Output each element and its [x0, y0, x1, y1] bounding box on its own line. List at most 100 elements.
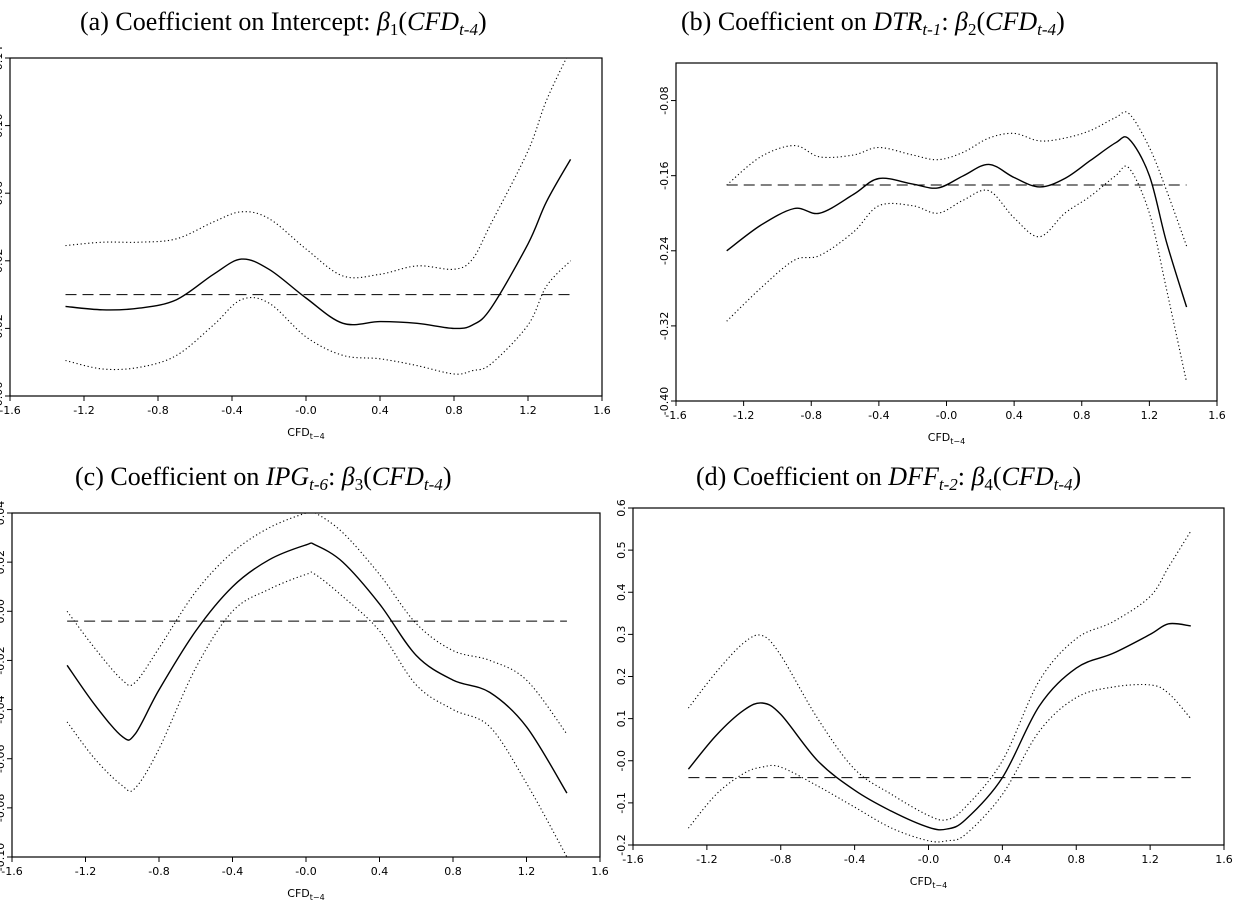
panel-a-plot: -1.6 -1.2 -0.8 -0.4 -0.0 0.4 0.8 1.2 1.6 -0.06 -0.…	[0, 46, 611, 441]
panel-b-x-axis-label-main: CFD	[928, 431, 950, 444]
panel-d-lower-band	[687, 683, 1192, 843]
panel-d-x-axis-label: CFDt−4	[910, 875, 947, 890]
panel-a-xtick-label: -0.8	[147, 404, 168, 417]
panel-c-title: (c) Coefficient on IPGt-6: β3(CFDt-4)	[75, 462, 452, 494]
panel-a-xtick-label: 1.6	[593, 404, 611, 417]
panel-a-xtick-label: -0.0	[295, 404, 316, 417]
panel-d-ytick-label: 0.3	[615, 626, 628, 644]
panel-c-plot: -1.6 -1.2 -0.8 -0.4 -0.0 0.4 0.8 1.2 1.6 -0.10 -0.…	[0, 501, 609, 902]
panel-b-estimate-line	[726, 136, 1188, 308]
panel-d-ytick-label: -0.0	[615, 750, 628, 771]
panel-b-ytick-label: -0.24	[658, 237, 671, 265]
panel-c-xtick-label: 1.6	[591, 865, 609, 878]
panel-d-xtick-label: 0.4	[994, 853, 1012, 866]
panel-b-title: (b) Coefficient on DTRt-1: β2(CFDt-4)	[681, 7, 1065, 39]
panel-b-xtick-label: 1.2	[1141, 409, 1159, 422]
panel-b-ytick-label: -0.40	[658, 387, 671, 415]
panel-d-xtick-label: -0.8	[770, 853, 791, 866]
panel-d-plot: -1.6 -1.2 -0.8 -0.4 -0.0 0.4 0.8 1.2 1.6 -0.2 -0.1…	[615, 499, 1233, 890]
panel-c-xtick-label: 1.2	[518, 865, 536, 878]
panel-d-ytick-label: 0.1	[615, 710, 628, 728]
panel-d-ytick-label: -0.1	[615, 792, 628, 813]
panel-a-plot-frame	[9, 57, 603, 397]
panel-b-plot-frame	[675, 62, 1218, 402]
panel-c-xtick-label: -1.6	[1, 865, 22, 878]
panel-c: (c) Coefficient on IPGt-6: β3(CFDt-4) -1…	[0, 454, 621, 907]
panel-a-xtick-label: -1.6	[0, 404, 21, 417]
panel-b-xtick-label: -0.8	[801, 409, 822, 422]
panel-d-ytick-label: 0.5	[615, 541, 628, 559]
panel-b-xtick-label: 0.4	[1005, 409, 1023, 422]
panel-d-xtick-label: 1.6	[1215, 853, 1233, 866]
panel-c-xtick-label: 0.8	[444, 865, 462, 878]
panel-b-xtick-label: 0.8	[1073, 409, 1091, 422]
panel-b-xtick-label: -1.2	[733, 409, 754, 422]
panel-c-ytick-label: -0.08	[0, 794, 7, 822]
panel-c-ytick-label: -0.02	[0, 646, 7, 674]
panel-b-x-axis-label: CFDt−4	[928, 431, 965, 446]
panel-d-estimate-line	[687, 622, 1191, 831]
panel-d-xtick-label: 1.2	[1141, 853, 1159, 866]
panel-c-ytick-label: -0.04	[0, 695, 7, 723]
panel-c-xtick-label: -0.4	[222, 865, 243, 878]
panel-d-ytick-label: -0.2	[615, 834, 628, 855]
panel-d-x-axis-label-sub: t−4	[932, 881, 947, 890]
panel-b-xtick-label: -0.4	[868, 409, 889, 422]
panel-c-upper-band	[66, 513, 568, 735]
panel-c-x-axis-label-sub: t−4	[310, 893, 325, 902]
panel-a-ytick-label: -0.02	[0, 314, 5, 342]
panel-b-lower-band	[726, 165, 1188, 383]
panel-a-xtick-label: -1.2	[73, 404, 94, 417]
panel-b-ytick-label: -0.08	[658, 86, 671, 114]
panel-a-upper-band	[65, 58, 568, 279]
panel-c-xtick-label: -0.8	[148, 865, 169, 878]
panel-c-ytick-label: -0.06	[0, 744, 7, 772]
panel-a-ytick-label: 0.02	[0, 249, 5, 274]
panel-d: (d) Coefficient on DFFt-2: β4(CFDt-4) -1…	[615, 454, 1242, 907]
panel-b-ytick-label: -0.32	[658, 312, 671, 340]
panel-a-xtick-label: 0.4	[371, 404, 389, 417]
panel-d-ytick-label: 0.2	[615, 668, 628, 686]
panel-c-x-axis-label-main: CFD	[287, 887, 309, 900]
panel-b-ytick-label: -0.16	[658, 161, 671, 189]
panel-a-ytick-label: 0.14	[0, 46, 5, 71]
panel-c-estimate-line	[66, 542, 568, 794]
panel-a-xtick-label: 0.8	[445, 404, 463, 417]
panel-a-xtick-label: 1.2	[519, 404, 537, 417]
panel-c-ytick-label: 0.04	[0, 501, 7, 526]
panel-d-xtick-label: 0.8	[1068, 853, 1086, 866]
panel-d-xtick-label: -0.0	[918, 853, 939, 866]
panel-b-upper-band	[726, 111, 1188, 247]
panel-d-upper-band	[687, 530, 1192, 821]
panel-d-title: (d) Coefficient on DFFt-2: β4(CFDt-4)	[696, 462, 1082, 494]
panel-c-plot-frame	[11, 512, 601, 858]
panel-d-xtick-label: -1.2	[696, 853, 717, 866]
panel-c-lower-band	[66, 571, 568, 857]
panel-c-xtick-label: -1.2	[75, 865, 96, 878]
panel-a: (a) Coefficient on Intercept: β1(CFDt-4)…	[0, 0, 621, 454]
panel-b-xtick-label: -1.6	[665, 409, 686, 422]
panel-d-x-axis-label-main: CFD	[910, 875, 932, 888]
panel-c-x-axis-label: CFDt−4	[287, 887, 324, 902]
panel-a-xtick-label: -0.4	[221, 404, 242, 417]
panel-a-x-axis-label-sub: t−4	[310, 432, 325, 441]
panel-b-xtick-label: -0.0	[936, 409, 957, 422]
panel-d-plot-frame	[632, 507, 1225, 846]
panel-a-title: (a) Coefficient on Intercept: β1(CFDt-4)	[80, 7, 487, 39]
panel-d-ytick-label: 0.6	[615, 499, 628, 517]
panel-b-plot: -1.6 -1.2 -0.8 -0.4 -0.0 0.4 0.8 1.2 1.6 -0.40 -0.…	[658, 62, 1226, 446]
panel-c-ytick-label: 0.00	[0, 599, 7, 624]
panel-d-xtick-label: -0.4	[844, 853, 865, 866]
panel-c-ytick-label: -0.10	[0, 843, 7, 871]
panel-d-ytick-label: 0.4	[615, 584, 628, 602]
panel-a-ytick-label: 0.06	[0, 181, 5, 206]
panel-a-x-axis-label: CFDt−4	[287, 426, 324, 441]
panel-a-ytick-label: -0.06	[0, 382, 5, 410]
panel-a-ytick-label: 0.10	[0, 113, 5, 138]
panel-c-xtick-label: 0.4	[371, 865, 389, 878]
panel-d-xtick-label: -1.6	[622, 853, 643, 866]
panel-a-estimate-line	[65, 159, 572, 330]
panel-b-xtick-label: 1.6	[1208, 409, 1226, 422]
panel-a-lower-band	[65, 260, 571, 375]
panel-c-xtick-label: -0.0	[295, 865, 316, 878]
